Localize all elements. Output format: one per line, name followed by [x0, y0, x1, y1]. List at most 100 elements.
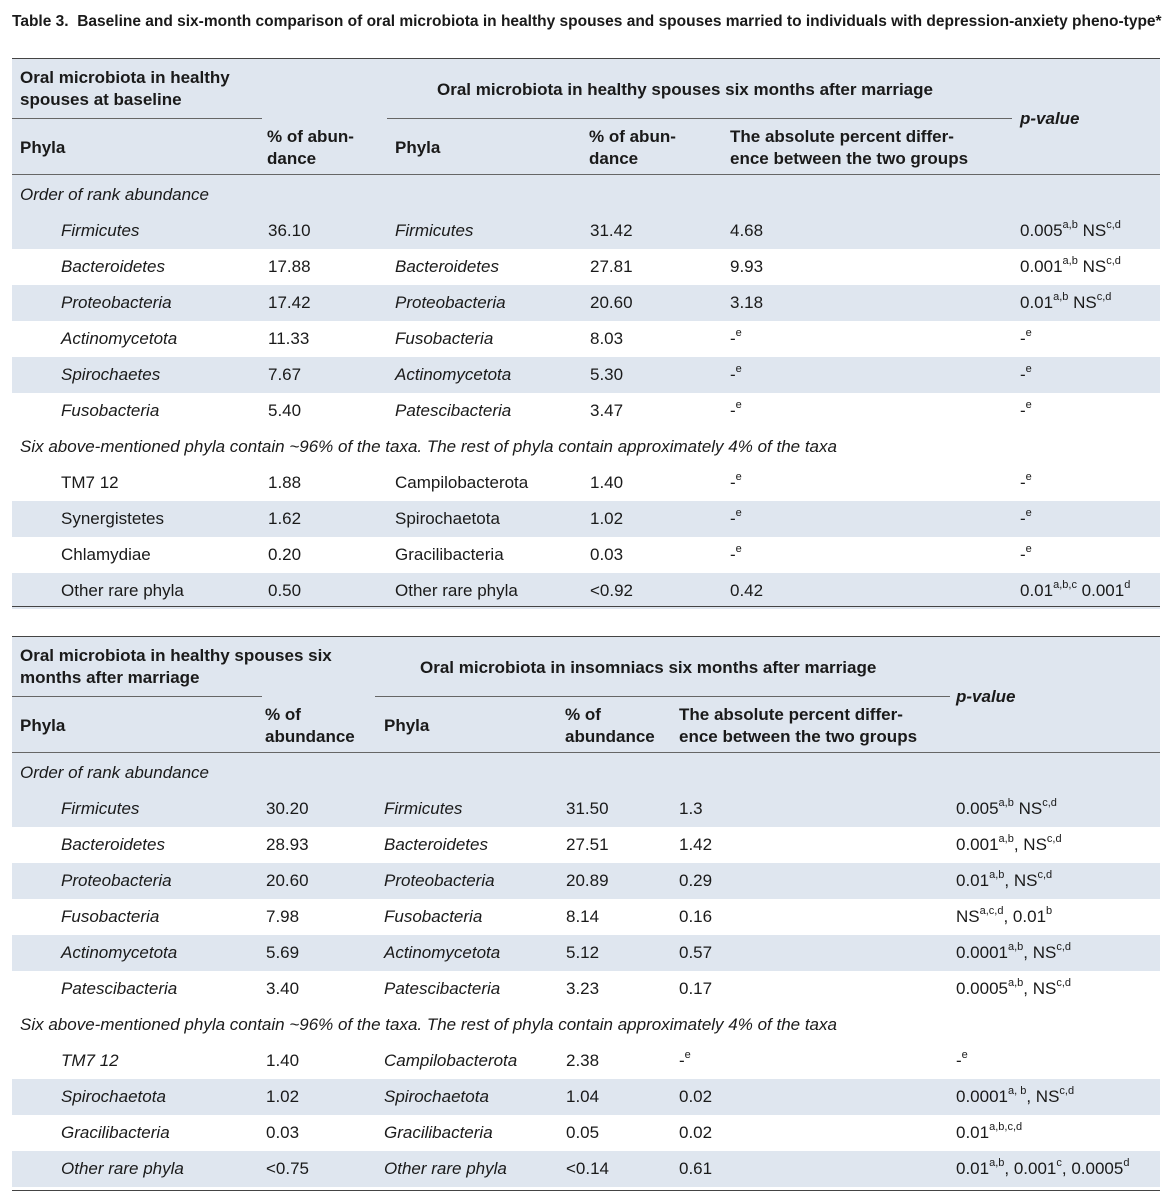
footnote-marker: d [1124, 579, 1131, 592]
p-value-part: NS [1068, 293, 1097, 312]
header-band-columns [12, 696, 1160, 811]
abundance-left-cell: 1.02 [266, 1087, 300, 1106]
p-value-part: 0.001 [1076, 581, 1125, 600]
difference-cell: 3.18 [730, 292, 763, 314]
difference-cell: 0.29 [679, 870, 712, 892]
section-rank-label: Order of rank abundance [20, 185, 210, 204]
difference-cell: -e [730, 400, 742, 422]
row-band [12, 573, 1160, 609]
p-value-part: , 0.01 [1003, 907, 1047, 926]
footnote-marker: b [1046, 905, 1053, 918]
footnote-marker: a,b [998, 797, 1014, 810]
footnote-marker: e [1025, 507, 1032, 520]
p-value-part: - [1020, 365, 1026, 384]
col-abundance-right: % of abun-dance [589, 127, 676, 168]
p-value-part: 0.01 [1020, 293, 1054, 312]
abundance-right-cell: 1.02 [590, 509, 624, 528]
table-baseline-vs-six-month: Oral microbiota in healthy spouses at ba… [12, 58, 1160, 609]
p-value-part: 0.0001 [956, 943, 1008, 962]
footnote-marker: a,b [989, 1157, 1005, 1170]
phyla-left-cell: Bacteroidetes [61, 257, 165, 276]
p-value-part: 0.02 [679, 1087, 713, 1106]
footnote-marker: c,d [1037, 869, 1053, 882]
p-value-part: - [730, 545, 736, 564]
row-band [12, 285, 1160, 321]
p-value-cell: 0.01a,b,c 0.001d [1020, 580, 1130, 602]
footnote-marker: a,b,c,d [989, 1121, 1023, 1134]
difference-cell: -e [730, 472, 742, 494]
p-value-cell: -e [1020, 328, 1032, 350]
p-value-part: 0.61 [679, 1159, 713, 1178]
phyla-right-cell: Proteobacteria [384, 871, 495, 890]
difference-cell: 0.17 [679, 978, 712, 1000]
p-value-part: 1.3 [679, 799, 703, 818]
abundance-right-cell: 3.23 [566, 979, 600, 998]
abundance-right-cell: 5.12 [566, 943, 600, 962]
abundance-right-cell: 8.03 [590, 329, 624, 348]
caption-label: Table 3. [12, 13, 69, 30]
abundance-right-cell: 8.14 [566, 907, 600, 926]
footnote-marker: a,b [1062, 255, 1078, 268]
col-difference: The absolute percent differ-ence between… [679, 705, 918, 746]
abundance-right-cell: 1.04 [566, 1087, 600, 1106]
p-value-cell: 0.001a,b, NSc,d [956, 834, 1062, 856]
group-header-left: Oral microbiota in healthy spouses at ba… [20, 68, 230, 109]
row-band [12, 357, 1160, 393]
header-bottom-rule [12, 174, 1160, 175]
footnote-marker: a, b [1008, 1085, 1027, 1098]
p-value-cell: 0.01a,b NSc,d [1020, 292, 1111, 314]
abundance-left-cell: 1.88 [268, 473, 302, 492]
col-abundance-left: % of abun-dance [267, 127, 354, 168]
abundance-right-cell: <0.92 [590, 581, 634, 600]
abundance-left-cell: 1.62 [268, 509, 302, 528]
phyla-left-cell: Firmicutes [61, 799, 140, 818]
top-rule [12, 58, 1160, 59]
p-value-part: - [1020, 545, 1026, 564]
phyla-right-cell: Bacteroidetes [395, 257, 499, 276]
phyla-left-cell: Actinomycetota [61, 329, 178, 348]
phyla-left-cell: Firmicutes [61, 221, 140, 240]
p-value-cell: 0.005a,b NSc,d [956, 798, 1057, 820]
p-value-cell: -e [1020, 508, 1032, 530]
p-value-part: 0.001 [1020, 257, 1063, 276]
p-value-part: , NS [1023, 979, 1057, 998]
p-value-part: 3.18 [730, 293, 764, 312]
abundance-right-cell: 27.81 [590, 257, 633, 276]
group-underline-right [375, 696, 950, 697]
abundance-left-cell: 5.40 [268, 401, 302, 420]
footnote-marker: a,b [989, 869, 1005, 882]
p-value-part: 0.001 [956, 835, 999, 854]
p-value-cell: 0.0005a,b, NSc,d [956, 978, 1071, 1000]
abundance-right-cell: 20.89 [566, 871, 609, 890]
p-value-part: , NS [1026, 1087, 1060, 1106]
p-value-part: 0.57 [679, 943, 713, 962]
difference-cell: 0.42 [730, 580, 763, 602]
top-rule [12, 636, 1160, 637]
phyla-left-cell: Gracilibacteria [61, 1123, 170, 1142]
caption-text: Baseline and six-month comparison of ora… [77, 13, 1162, 30]
abundance-right-cell: 27.51 [566, 835, 609, 854]
phyla-right-cell: Patescibacteria [384, 979, 501, 998]
phyla-right-cell: Fusobacteria [384, 907, 483, 926]
p-value-part: 1.42 [679, 835, 713, 854]
row-band [12, 1151, 1160, 1187]
abundance-left-cell: <0.75 [266, 1159, 310, 1178]
p-value-part: - [1020, 329, 1026, 348]
p-value-part: , 0.0005 [1061, 1159, 1124, 1178]
phyla-right-cell: Bacteroidetes [384, 835, 488, 854]
bottom-rule [12, 1190, 1160, 1191]
p-value-part: - [730, 365, 736, 384]
phyla-right-cell: Actinomycetota [395, 365, 512, 384]
p-value-cell: 0.01a,b, 0.001c, 0.0005d [956, 1158, 1129, 1180]
footnote-marker: a,c,d [979, 905, 1004, 918]
footnote-marker: e [1025, 543, 1032, 556]
abundance-left-cell: 36.10 [268, 221, 311, 240]
group-underline-left [12, 118, 262, 119]
p-value-cell: -e [1020, 400, 1032, 422]
header-band-columns [12, 118, 1160, 233]
abundance-right-cell: 0.03 [590, 545, 624, 564]
difference-cell: -e [730, 544, 742, 566]
footnote-marker: a,b [1008, 941, 1024, 954]
p-value-part: , 0.001 [1004, 1159, 1057, 1178]
phyla-left-cell: Proteobacteria [61, 871, 172, 890]
